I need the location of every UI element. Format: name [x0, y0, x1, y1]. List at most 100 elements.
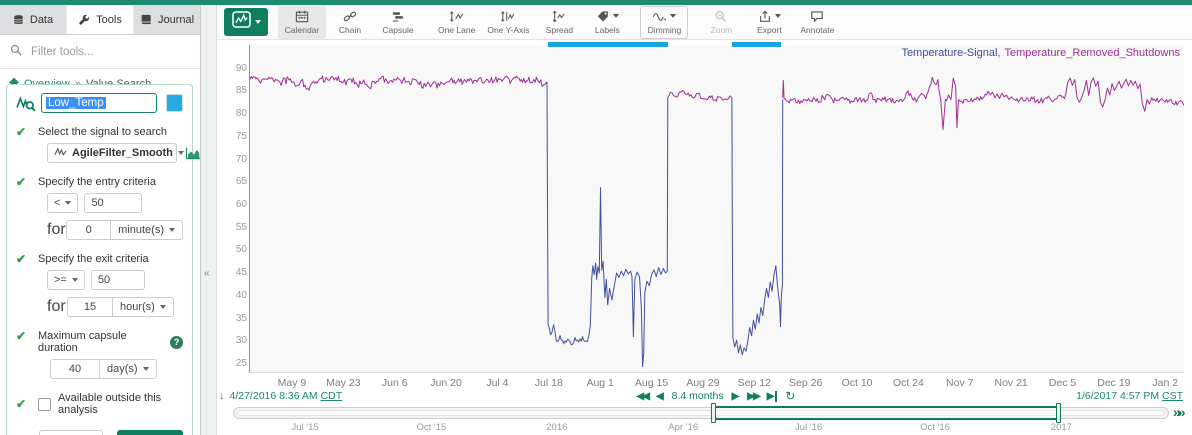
entry-operator-select[interactable]: < — [47, 193, 79, 213]
labels-icon — [596, 10, 619, 23]
timeline-selection-right-handle[interactable] — [1056, 403, 1062, 423]
exit-value-input[interactable]: 50 — [90, 270, 145, 290]
x-tick-label: Jun 6 — [381, 377, 408, 389]
color-swatch-button[interactable] — [165, 94, 183, 112]
toolbar-export-button[interactable]: Export — [745, 6, 793, 39]
value-search-panel: Low_Temp ✔ Select the signal to search A… — [6, 84, 200, 435]
toolbar-button-label: Annotate — [800, 24, 835, 35]
x-tick-label: May 9 — [277, 377, 307, 389]
max-duration-input[interactable]: 40 — [50, 359, 100, 379]
expand-range-icon[interactable]: »» — [1173, 404, 1185, 420]
toolbar-capsule-button[interactable]: Capsule — [374, 6, 422, 39]
step-back-full-icon[interactable]: ◀◀ — [636, 390, 650, 402]
trend-chart-icon — [231, 11, 251, 33]
cancel-button[interactable]: Cancel — [39, 430, 103, 435]
display-range-duration[interactable]: 8.4 months — [671, 390, 724, 402]
exit-step-label: Specify the exit criteria — [38, 253, 149, 265]
tab-data[interactable]: Data — [0, 5, 67, 34]
toolbar-button-label: Labels — [594, 24, 620, 35]
max-duration-unit-select[interactable]: day(s) — [99, 359, 157, 379]
down-arrow-icon: ↓ — [219, 390, 225, 402]
entry-step-label: Specify the entry criteria — [38, 176, 156, 188]
timeline-tick-label: Jul '16 — [795, 422, 823, 433]
timeline-selection[interactable] — [713, 406, 1060, 420]
timeline-track[interactable] — [233, 407, 1169, 419]
exit-operator-select[interactable]: >= — [47, 270, 85, 290]
tab-journal[interactable]: Journal — [134, 5, 200, 34]
chart-legend: Temperature-Signal, Temperature_Removed_S… — [897, 47, 1180, 59]
search-name-input[interactable]: Low_Temp — [41, 93, 157, 113]
available-outside-row: Available outside this analysis — [38, 392, 183, 416]
legend-item[interactable]: Temperature-Signal, — [901, 47, 1001, 59]
check-icon: ✔ — [16, 125, 27, 139]
toolbar-one-y-axis-button[interactable]: One Y-Axis — [481, 6, 535, 39]
calendar-icon — [295, 10, 309, 23]
timeline-tick-label: 2016 — [546, 422, 568, 433]
entry-duration-input[interactable]: 0 — [66, 220, 112, 240]
collapse-sidebar-icon[interactable]: « — [204, 268, 210, 279]
available-outside-checkbox[interactable] — [38, 397, 51, 411]
step-to-now-icon[interactable]: ▶ — [767, 390, 778, 402]
display-range-end[interactable]: 1/6/2017 4:57 PM CST — [1076, 390, 1183, 402]
chevron-down-icon — [177, 151, 184, 155]
check-icon: ✔ — [16, 397, 27, 411]
capsule-bar — [731, 42, 782, 47]
exit-unit-select[interactable]: hour(s) — [112, 297, 174, 317]
step-back-half-icon[interactable]: ◀ — [655, 390, 664, 402]
step-forward-full-icon[interactable]: ▶▶ — [747, 390, 760, 402]
dimming-icon — [652, 10, 677, 23]
toolbar-calendar-button[interactable]: Calendar — [278, 5, 326, 39]
spread-icon — [552, 10, 566, 23]
entry-unit-select[interactable]: minute(s) — [110, 220, 183, 240]
zoom-icon — [714, 10, 728, 23]
timezone-link[interactable]: CDT — [320, 390, 343, 402]
timezone-link[interactable]: CST — [1162, 390, 1183, 402]
help-icon[interactable]: ? — [170, 335, 183, 349]
entry-value-input[interactable]: 50 — [84, 193, 143, 213]
x-tick-label: Jul 4 — [486, 377, 509, 389]
toolbar-dimming-button[interactable]: Dimming — [640, 5, 689, 39]
auto-update-icon[interactable]: ↻ — [785, 389, 796, 403]
series-Temperature_Removed_Shutdowns — [250, 75, 548, 91]
x-tick-label: Aug 29 — [686, 377, 720, 389]
y-tick-label: 25 — [235, 357, 247, 369]
toolbar-chain-button[interactable]: Chain — [326, 6, 374, 39]
toolbar-spread-button[interactable]: Spread — [535, 6, 583, 39]
sidebar-resize-divider[interactable]: « — [201, 5, 217, 435]
chain-icon — [343, 10, 357, 23]
display-range-start[interactable]: ↓ 4/27/2016 8:36 AM CDT — [219, 390, 343, 402]
x-tick-label: Aug 1 — [586, 377, 614, 389]
value-search-icon — [16, 95, 36, 112]
signal-select[interactable]: AgileFilter_Smooth — [47, 143, 184, 163]
y-tick-label: 45 — [235, 267, 247, 279]
x-tick-label: Nov 7 — [946, 377, 974, 389]
timeline-selection-left-handle[interactable] — [711, 403, 717, 423]
toolbar-annotate-button[interactable]: Annotate — [793, 6, 841, 39]
toolbar-button-label: Capsule — [382, 24, 414, 35]
toolbar-labels-button[interactable]: Labels — [583, 6, 631, 39]
sidebar: Data Tools Journal Overview » Value Sear… — [0, 5, 201, 435]
toolbar-button-label: Zoom — [710, 24, 733, 35]
plot-area[interactable] — [249, 45, 1184, 373]
toolbar-button-label: Chain — [338, 24, 362, 35]
legend-item[interactable]: Temperature_Removed_Shutdowns — [1004, 47, 1181, 59]
chevron-down-icon — [254, 20, 261, 24]
timeline-tick-label: Oct '16 — [920, 422, 950, 433]
y-tick-label: 65 — [235, 176, 247, 188]
search-icon — [10, 43, 22, 61]
toolbar-one-lane-button[interactable]: One Lane — [432, 6, 481, 39]
toolbar-button-label: Spread — [545, 24, 574, 35]
y-tick-label: 90 — [235, 62, 247, 74]
filter-tools-input[interactable] — [29, 45, 173, 59]
step-forward-half-icon[interactable]: ▶ — [731, 390, 740, 402]
execute-button[interactable]: Execute — [117, 430, 183, 435]
tab-tools[interactable]: Tools — [67, 5, 134, 34]
area-chart-icon[interactable] — [185, 146, 201, 160]
database-icon — [13, 14, 24, 26]
for-label: for — [47, 221, 66, 238]
y-tick-label: 30 — [235, 335, 247, 347]
exit-duration-input[interactable]: 15 — [67, 297, 113, 317]
for-label: for — [47, 298, 66, 315]
trend-view-menu-button[interactable] — [224, 8, 268, 36]
max-duration-label: Maximum capsule duration ? — [38, 330, 183, 354]
